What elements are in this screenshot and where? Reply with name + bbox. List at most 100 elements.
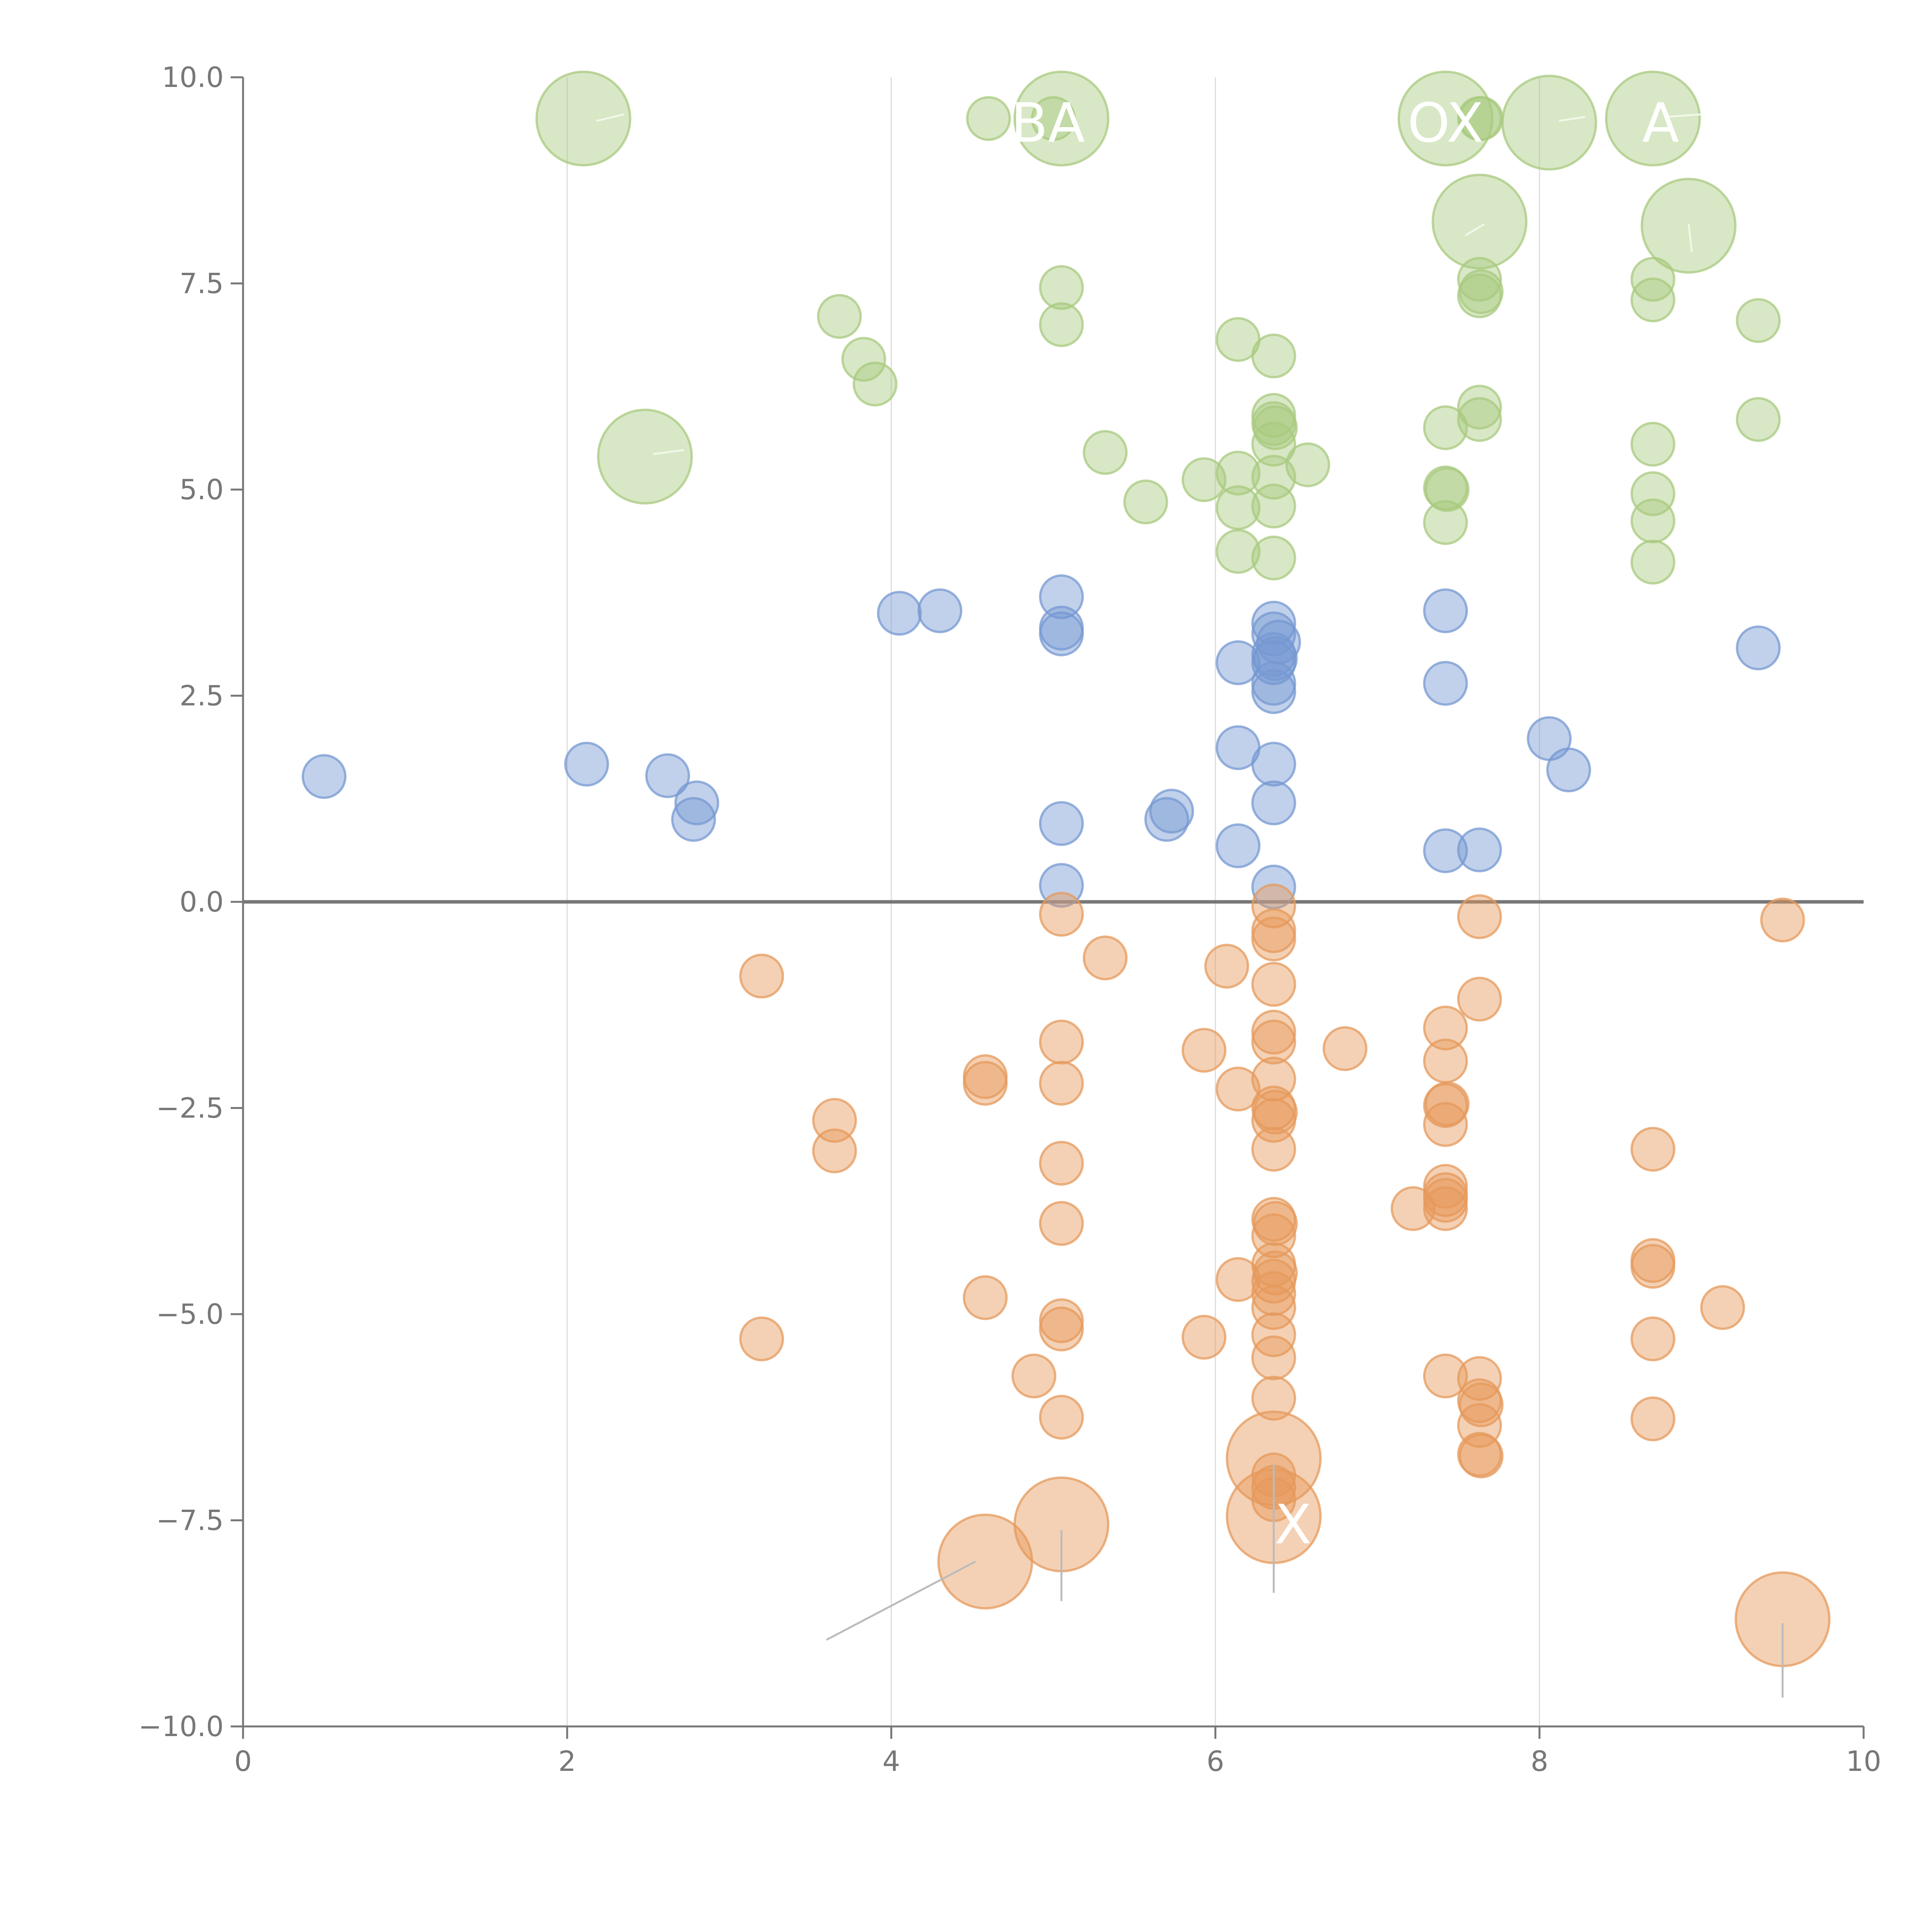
orange-bubble [963, 1061, 1008, 1106]
series-orange [739, 883, 1831, 1667]
orange-bubble [1251, 1127, 1296, 1172]
leader-lines [596, 113, 1784, 1698]
leader-line [826, 1560, 976, 1641]
blue-bubble [1216, 640, 1261, 685]
blue-bubble [877, 591, 922, 636]
annotations: BA OX A X [1011, 92, 1679, 1556]
green-bubble [1459, 269, 1504, 314]
y-tick-label: 5.0 [179, 473, 224, 506]
green-bubble [1251, 536, 1296, 581]
y-tick-label: 10.0 [162, 61, 224, 94]
green-bubble [1253, 405, 1298, 450]
blue-bubble [674, 780, 719, 825]
orange-bubble [1182, 1315, 1227, 1360]
series-blue [301, 574, 1781, 910]
green-bubble [1251, 483, 1296, 529]
orange-bubble [1251, 917, 1296, 962]
green-bubble [1397, 70, 1493, 167]
y-tick-label: −2.5 [156, 1092, 224, 1124]
orange-bubble [1039, 892, 1084, 937]
orange-bubble [1251, 962, 1296, 1007]
leader-line [1687, 224, 1693, 252]
green-bubble [1457, 384, 1502, 430]
green-bubble [1457, 273, 1502, 318]
green-bubble [1251, 422, 1296, 467]
green-bubble [1123, 480, 1168, 525]
green-bubble [1285, 442, 1330, 487]
blue-bubble [1251, 780, 1296, 825]
green-bubble [1083, 430, 1128, 475]
blue-bubble [1251, 864, 1296, 910]
y-tick-label: 2.5 [179, 680, 224, 712]
orange-bubble [963, 1275, 1008, 1320]
blue-bubble [671, 797, 716, 842]
orange-bubble [1322, 1026, 1367, 1071]
x-tick-label: 2 [558, 1745, 576, 1777]
green-bubble [1031, 96, 1076, 141]
blue-bubble [1251, 742, 1296, 787]
blue-bubble [1546, 747, 1591, 793]
green-bubble [1432, 173, 1528, 270]
orange-bubble [1251, 1085, 1296, 1131]
blue-bubble [1423, 828, 1468, 873]
annotation-label: BA [1011, 92, 1085, 155]
x-tick-label: 4 [883, 1745, 900, 1777]
green-bubble [1423, 500, 1468, 545]
blue-bubble [1144, 797, 1189, 842]
orange-bubble [1251, 1271, 1296, 1316]
blue-bubble [1253, 636, 1298, 681]
blue-bubble [1216, 823, 1261, 868]
blue-bubble [917, 588, 963, 633]
orange-bubble [1630, 1244, 1675, 1289]
blue-bubble [1039, 574, 1084, 619]
green-bubble [1736, 298, 1781, 343]
x-tick-label: 0 [234, 1745, 252, 1777]
green-bubble [1630, 498, 1675, 544]
orange-bubble [1423, 1083, 1468, 1128]
green-bubble [1423, 405, 1468, 450]
orange-bubble [1459, 1434, 1504, 1479]
orange-bubble [1457, 976, 1502, 1022]
green-bubble [1457, 257, 1502, 302]
green-bubble [1216, 451, 1261, 496]
orange-bubble [1039, 1306, 1084, 1352]
green-bubble [1501, 75, 1597, 171]
orange-bubble [1423, 1186, 1468, 1231]
orange-bubble [1039, 1141, 1084, 1186]
blue-bubble [1149, 789, 1194, 834]
orange-bubble [1039, 1201, 1084, 1246]
leader-line [653, 449, 684, 455]
orange-bubble [1251, 1335, 1296, 1381]
blue-bubble [1457, 827, 1502, 872]
orange-bubble [1423, 1005, 1468, 1051]
orange-bubble [1630, 1127, 1675, 1172]
blue-bubble [301, 754, 347, 799]
orange-bubble [1253, 1201, 1298, 1246]
green-bubble [852, 361, 898, 406]
green-bubble [1736, 397, 1781, 442]
green-bubble [1457, 397, 1502, 442]
green-bubble [1039, 302, 1084, 347]
orange-bubble [1251, 1376, 1296, 1421]
blue-bubble [1039, 801, 1084, 846]
green-bubble [841, 337, 886, 382]
orange-bubble [1423, 1354, 1468, 1399]
leader-line [596, 113, 624, 122]
green-bubble [597, 408, 693, 505]
annotation-label: A [1642, 92, 1679, 155]
blue-bubble [1251, 669, 1296, 714]
green-bubble [1425, 467, 1470, 512]
leader-line [1559, 116, 1585, 122]
orange-bubble [1011, 1354, 1056, 1399]
orange-bubble [1423, 1102, 1468, 1147]
y-tick-label: 7.5 [179, 267, 224, 300]
data-points [301, 70, 1831, 1667]
orange-bubble [739, 954, 784, 999]
orange-bubble [1251, 1285, 1296, 1330]
orange-bubble [1630, 1316, 1675, 1362]
orange-bubble [812, 1128, 857, 1173]
y-tick-label: −7.5 [156, 1504, 224, 1537]
y-tick-label: −5.0 [156, 1298, 224, 1330]
